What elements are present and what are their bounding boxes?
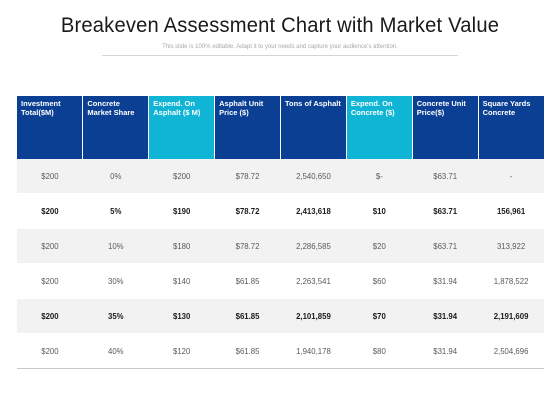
table-row: $200 10% $180 $78.72 2,286,585 $20 $63.7… [17,228,544,264]
table-cell: $63.71 [412,228,479,264]
table-cell: 2,191,609 [478,298,544,334]
table-cell: 10% [82,228,149,264]
table-cell: $190 [148,193,215,229]
table-cell: $200 [17,298,83,334]
table-cell: $80 [346,333,413,369]
table-cell: $63.71 [412,159,479,194]
header-concrete-unit-price: Concrete Unit Price($) [412,96,479,159]
table-cell: $200 [17,193,83,229]
breakeven-table: Investment Total($M) Concrete Market Sha… [17,96,544,369]
table-cell: 30% [82,263,149,299]
table-cell: $180 [148,228,215,264]
table-cell: $200 [17,333,83,369]
table-cell: 2,101,859 [280,298,347,334]
table-cell: $200 [148,159,215,194]
table-cell: $70 [346,298,413,334]
table-cell: 40% [82,333,149,369]
table-cell: $61.85 [214,333,281,369]
table-cell: $63.71 [412,193,479,229]
table-cell: 1,878,522 [478,263,544,299]
table-cell: $20 [346,228,413,264]
header-expend-on-concrete: Expend. On Concrete ($) [346,96,413,159]
title-divider [102,55,458,56]
table-row: $200 5% $190 $78.72 2,413,618 $10 $63.71… [17,193,544,229]
table-cell: $200 [17,228,83,264]
table-cell: $200 [17,263,83,299]
table-row: $200 35% $130 $61.85 2,101,859 $70 $31.9… [17,298,544,334]
table-cell: $- [346,159,413,194]
table-cell: $61.85 [214,263,281,299]
table-row: $200 30% $140 $61.85 2,263,541 $60 $31.9… [17,263,544,299]
table-cell: $60 [346,263,413,299]
table-cell: $140 [148,263,215,299]
table-header-row: Investment Total($M) Concrete Market Sha… [17,96,544,159]
table-cell: 1,940,178 [280,333,347,369]
table-cell: $78.72 [214,193,281,229]
table-cell: 2,504,696 [478,333,544,369]
table-cell: $78.72 [214,159,281,194]
header-tons-of-asphalt: Tons of Asphalt [280,96,347,159]
page-title: Breakeven Assessment Chart with Market V… [60,14,500,37]
table-cell: 35% [82,298,149,334]
table-cell: $31.94 [412,263,479,299]
table-row: $200 40% $120 $61.85 1,940,178 $80 $31.9… [17,333,544,369]
table-cell: $61.85 [214,298,281,334]
table-row: $200 0% $200 $78.72 2,540,650 $- $63.71 … [17,159,544,194]
table-cell: $120 [148,333,215,369]
table-cell: 156,961 [478,193,544,229]
table-cell: $10 [346,193,413,229]
table-cell: 0% [82,159,149,194]
header-square-yards-concrete: Square Yards Concrete [478,96,544,159]
header-concrete-market-share: Concrete Market Share [82,96,150,159]
header-asphalt-unit-price: Asphalt Unit Price ($) [214,96,281,159]
table-cell: 5% [82,193,149,229]
table-cell: 313,922 [478,228,544,264]
table-cell: 2,413,618 [280,193,347,229]
table-cell: 2,540,650 [280,159,347,194]
page-subtitle: This slide is 100% editable. Adapt it to… [162,44,398,50]
table-cell: $200 [17,159,83,194]
table-cell: - [478,159,544,194]
table-cell: $130 [148,298,215,334]
table-cell: 2,286,585 [280,228,347,264]
table-cell: $31.94 [412,298,479,334]
header-investment-total: Investment Total($M) [17,96,84,159]
header-expend-on-asphalt: Expend. On Asphalt ($ M) [148,96,216,159]
table-cell: 2,263,541 [280,263,347,299]
table-cell: $31.94 [412,333,479,369]
table-cell: $78.72 [214,228,281,264]
